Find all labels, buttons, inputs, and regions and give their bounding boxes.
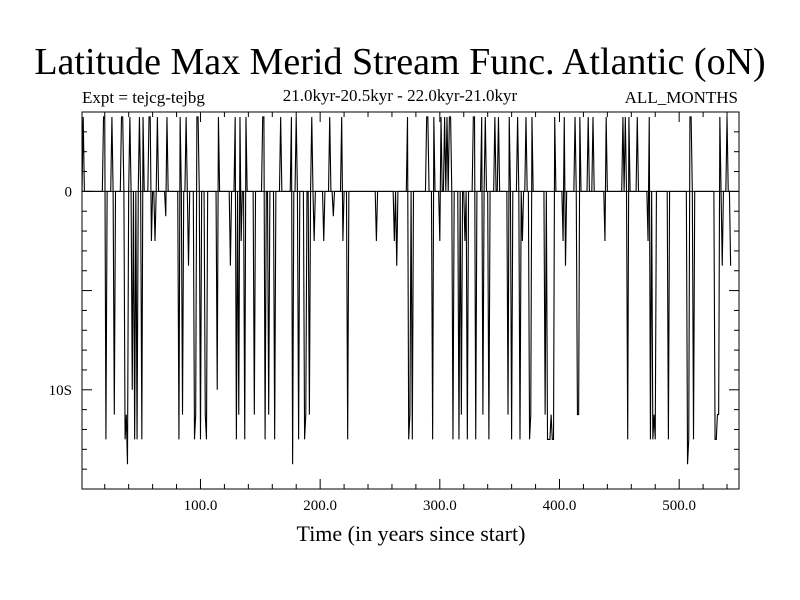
series-line — [81, 116, 732, 465]
x-tick-label: 100.0 — [184, 498, 218, 514]
x-tick-label: 300.0 — [423, 498, 457, 514]
chart-title: Latitude Max Merid Stream Func. Atlantic… — [34, 41, 766, 83]
period-label: 21.0kyr-20.5kyr - 22.0kyr-21.0kyr — [282, 86, 518, 105]
months-label: ALL_MONTHS — [624, 88, 738, 107]
x-tick-label: 500.0 — [662, 498, 696, 514]
x-tick-label: 200.0 — [303, 498, 337, 514]
y-tick-label: 10S — [49, 383, 72, 399]
plot-frame — [81, 111, 740, 490]
y-tick-label: 0 — [65, 184, 73, 200]
experiment-label: Expt = tejcg-tejbg — [82, 88, 205, 107]
x-axis-title: Time (in years since start) — [297, 521, 526, 546]
x-tick-label: 400.0 — [543, 498, 577, 514]
